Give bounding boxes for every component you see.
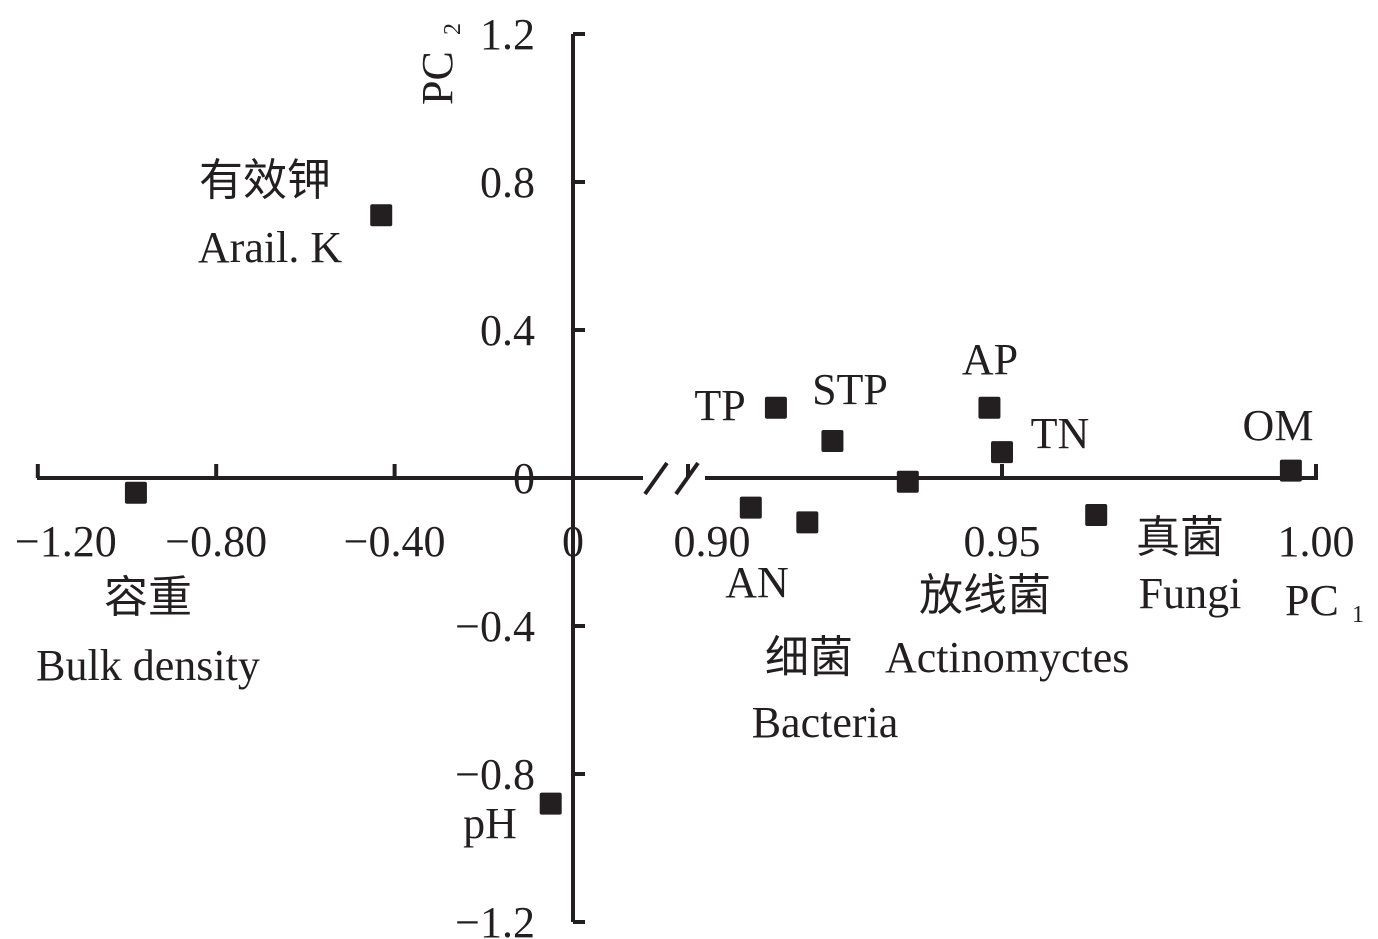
point-label: Bacteria <box>752 698 899 747</box>
data-point <box>539 792 562 815</box>
point-label: 真菌 <box>1136 513 1224 562</box>
data-point <box>124 481 147 504</box>
point-label: STP <box>812 365 888 414</box>
point-label: TP <box>694 381 745 430</box>
data-point <box>1279 459 1302 482</box>
x-tick-label: 0.90 <box>674 517 751 566</box>
point-label: Arail. K <box>198 223 342 272</box>
y-tick-label: −1.2 <box>455 898 535 939</box>
point-label: Fungi <box>1139 569 1242 618</box>
point-label: pH <box>463 799 517 848</box>
data-point <box>978 396 1001 419</box>
data-point <box>796 511 819 534</box>
point-label: 有效钾 <box>199 156 331 205</box>
y-tick-label: 0.8 <box>480 158 535 207</box>
x-tick-label: 0 <box>562 517 584 566</box>
point-label: 细菌 <box>765 633 853 682</box>
axis-break-mark <box>674 461 700 496</box>
point-label: Actinomyctes <box>885 633 1129 682</box>
axis-break-gap <box>643 474 705 482</box>
x-tick-label: −0.80 <box>165 517 267 566</box>
point-label: AP <box>962 335 1018 384</box>
point-label: 放线菌 <box>919 571 1051 620</box>
data-point <box>739 496 762 519</box>
data-point <box>764 396 787 419</box>
y-tick-label: 1.2 <box>480 10 535 59</box>
point-label: TN <box>1031 409 1090 458</box>
x-axis-title-subscript: 1 <box>1352 602 1364 628</box>
data-point <box>370 204 393 227</box>
point-label: OM <box>1243 401 1314 450</box>
y-tick-label: −0.8 <box>455 750 535 799</box>
x-tick-label: −0.40 <box>344 517 446 566</box>
x-tick-label: 0.95 <box>964 517 1041 566</box>
y-axis-title: PC <box>413 51 462 105</box>
axis-break-mark <box>643 461 669 496</box>
y-axis-title-subscript: 2 <box>440 23 466 35</box>
data-point <box>821 430 844 452</box>
data-point <box>991 441 1013 464</box>
x-tick-label: −1.20 <box>15 517 117 566</box>
y-tick-label: −0.4 <box>455 602 535 651</box>
data-point <box>896 470 919 493</box>
y-tick-label: 0.4 <box>480 306 535 355</box>
x-tick-label: 1.00 <box>1278 517 1355 566</box>
point-label: Bulk density <box>36 641 260 690</box>
data-point <box>1085 504 1108 526</box>
point-label: AN <box>725 558 789 607</box>
y-tick-label: 0 <box>513 454 535 503</box>
x-axis-title: PC <box>1285 576 1339 625</box>
point-label: 容重 <box>104 573 192 622</box>
